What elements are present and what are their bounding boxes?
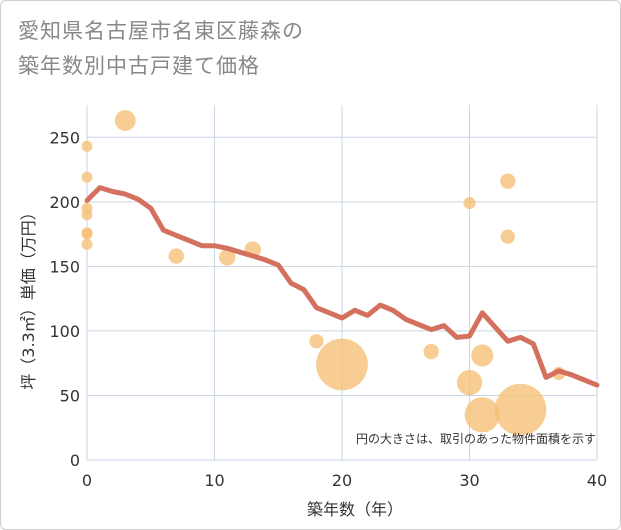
size-note: 円の大きさは、取引のあった物件面積を示す [356, 431, 596, 446]
scatter-point [81, 238, 93, 250]
scatter-point [81, 209, 93, 221]
scatter-point [309, 334, 324, 349]
y-tick-label: 150 [49, 257, 80, 276]
scatter-point [81, 228, 93, 240]
x-tick-label: 20 [332, 471, 352, 490]
scatter-point [81, 140, 93, 152]
scatter-point [464, 397, 500, 433]
chart-title-line-2: 築年数別中古戸建て価格 [18, 54, 260, 78]
scatter-point [456, 369, 483, 396]
scatter-point [471, 344, 494, 367]
y-axis-label: 坪（3.3㎡）単価（万円） [19, 204, 38, 389]
trend-line-group [84, 185, 600, 388]
scatter-point [168, 248, 184, 264]
scatter-points [81, 110, 566, 436]
trend-line [84, 185, 600, 388]
x-tick-label: 10 [204, 471, 224, 490]
scatter-point [219, 249, 236, 266]
scatter-point [81, 171, 93, 183]
x-tick-label: 30 [459, 471, 479, 490]
scatter-point [500, 229, 515, 244]
x-tick-label: 0 [82, 471, 92, 490]
chart-title: 愛知県名古屋市名東区藤森の 築年数別中古戸建て価格 [18, 14, 578, 84]
y-tick-label: 100 [49, 322, 80, 341]
scatter-point [463, 197, 476, 210]
scatter-point [494, 383, 547, 436]
grid [86, 105, 598, 461]
y-tick-label: 0 [70, 451, 80, 470]
chart-title-line-1: 愛知県名古屋市名東区藤森の [18, 19, 304, 43]
scatter-point [316, 338, 368, 391]
y-tick-label: 200 [49, 193, 80, 212]
x-tick-label: 40 [587, 471, 607, 490]
scatter-point [500, 173, 516, 189]
tick-labels: 0 10 20 30 40 0 50 100 150 200 250 [49, 128, 607, 490]
scatter-point [423, 343, 439, 360]
y-tick-label: 50 [60, 386, 80, 405]
y-tick-label: 250 [49, 128, 80, 147]
x-axis-label: 築年数（年） [307, 500, 403, 519]
scatter-point [114, 110, 136, 131]
